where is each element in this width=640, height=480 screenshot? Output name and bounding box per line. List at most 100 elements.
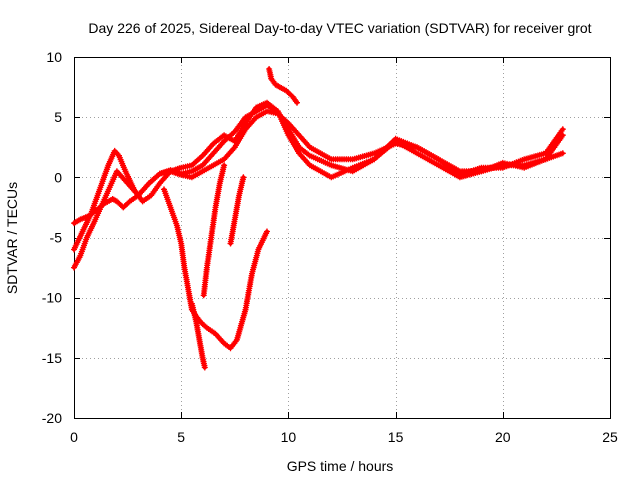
data-point bbox=[437, 157, 440, 161]
data-point bbox=[93, 217, 97, 221]
data-point bbox=[169, 169, 172, 173]
series-track-b bbox=[71, 102, 566, 271]
data-point bbox=[561, 151, 565, 155]
data-point bbox=[186, 284, 190, 288]
data-point bbox=[265, 109, 269, 113]
data-point bbox=[308, 163, 312, 167]
axis-ticks bbox=[74, 57, 611, 419]
y-tick-label: -5 bbox=[50, 230, 63, 246]
data-point bbox=[501, 161, 505, 165]
data-point bbox=[205, 326, 209, 330]
plot-frame bbox=[74, 57, 611, 419]
y-tick-label: -10 bbox=[42, 290, 62, 306]
data-point bbox=[106, 163, 110, 167]
x-tick-label: 0 bbox=[70, 429, 78, 445]
y-tick-label: 5 bbox=[54, 109, 62, 125]
data-point bbox=[544, 157, 548, 161]
data-point bbox=[415, 145, 419, 149]
data-point bbox=[115, 169, 119, 173]
data-point bbox=[254, 106, 258, 109]
x-tick-label: 10 bbox=[281, 429, 297, 445]
y-tick-labels: -20 -15 -10 -5 0 5 10 bbox=[42, 49, 62, 426]
data-point bbox=[329, 175, 333, 179]
data-point bbox=[244, 121, 247, 125]
data-point bbox=[202, 293, 206, 297]
data-point bbox=[209, 236, 213, 239]
data-point bbox=[162, 187, 166, 191]
data-point bbox=[211, 151, 215, 155]
data-point bbox=[81, 230, 85, 233]
data-point bbox=[222, 341, 226, 345]
data-point bbox=[190, 163, 194, 167]
data-point bbox=[372, 157, 376, 161]
data-point bbox=[274, 83, 277, 87]
y-tick-label: 10 bbox=[46, 49, 62, 65]
data-point bbox=[205, 266, 209, 270]
data-point bbox=[113, 149, 117, 153]
data-point bbox=[147, 181, 151, 185]
data-point bbox=[158, 181, 162, 185]
data-point bbox=[250, 272, 254, 276]
data-point bbox=[479, 166, 483, 170]
data-point bbox=[98, 187, 102, 191]
data-point bbox=[351, 166, 355, 170]
x-tick-label: 15 bbox=[388, 429, 404, 445]
data-point bbox=[89, 211, 93, 215]
data-point bbox=[229, 242, 232, 245]
data-point bbox=[233, 145, 237, 149]
data-point bbox=[501, 166, 505, 170]
data-point bbox=[561, 127, 565, 131]
data-point bbox=[72, 248, 76, 251]
x-axis-label: GPS time / hours bbox=[287, 458, 394, 474]
data-point bbox=[201, 322, 205, 326]
data-point bbox=[394, 137, 398, 141]
data-point bbox=[197, 338, 201, 342]
data-point bbox=[124, 169, 127, 173]
data-point bbox=[201, 163, 205, 167]
data-point bbox=[269, 77, 273, 81]
data-point bbox=[297, 145, 301, 149]
y-axis-label: SDTVAR / TECUs bbox=[4, 182, 20, 294]
data-point bbox=[522, 166, 526, 170]
data-point bbox=[372, 151, 376, 155]
data-point bbox=[235, 338, 239, 342]
data-point bbox=[286, 127, 290, 131]
data-point bbox=[241, 175, 245, 179]
data-point bbox=[319, 169, 323, 173]
x-tick-label: 25 bbox=[602, 429, 618, 445]
data-point bbox=[291, 95, 295, 99]
series-track-g bbox=[227, 174, 247, 247]
data-point bbox=[182, 266, 186, 270]
series-track-d bbox=[161, 186, 270, 352]
data-point bbox=[179, 172, 183, 176]
series-markers-track-b bbox=[71, 102, 566, 271]
series-track-f bbox=[200, 162, 228, 299]
data-point bbox=[244, 308, 247, 312]
series-group bbox=[71, 66, 566, 371]
chart-title: Day 226 of 2025, Sidereal Day-to-day VTE… bbox=[88, 20, 591, 36]
grid-lines bbox=[74, 57, 610, 418]
data-point bbox=[222, 157, 226, 161]
data-point bbox=[415, 151, 419, 155]
data-point bbox=[190, 302, 194, 306]
x-tick-labels: 0 5 10 15 20 25 bbox=[70, 429, 618, 445]
series-track-h bbox=[266, 66, 300, 106]
data-point bbox=[211, 142, 215, 146]
series-markers-track-c bbox=[71, 99, 566, 253]
data-point bbox=[72, 221, 76, 225]
data-point bbox=[85, 236, 89, 239]
data-point bbox=[308, 154, 312, 158]
data-point bbox=[201, 154, 205, 158]
data-point bbox=[222, 163, 226, 167]
data-point bbox=[141, 199, 145, 203]
data-point bbox=[190, 169, 194, 173]
y-tick-label: 0 bbox=[54, 169, 62, 185]
data-point bbox=[297, 151, 301, 155]
data-point bbox=[115, 199, 119, 203]
series-line-track-c bbox=[72, 100, 565, 252]
data-point bbox=[522, 157, 526, 161]
x-tick-label: 5 bbox=[177, 429, 185, 445]
data-point bbox=[211, 163, 215, 167]
data-point bbox=[132, 187, 136, 191]
